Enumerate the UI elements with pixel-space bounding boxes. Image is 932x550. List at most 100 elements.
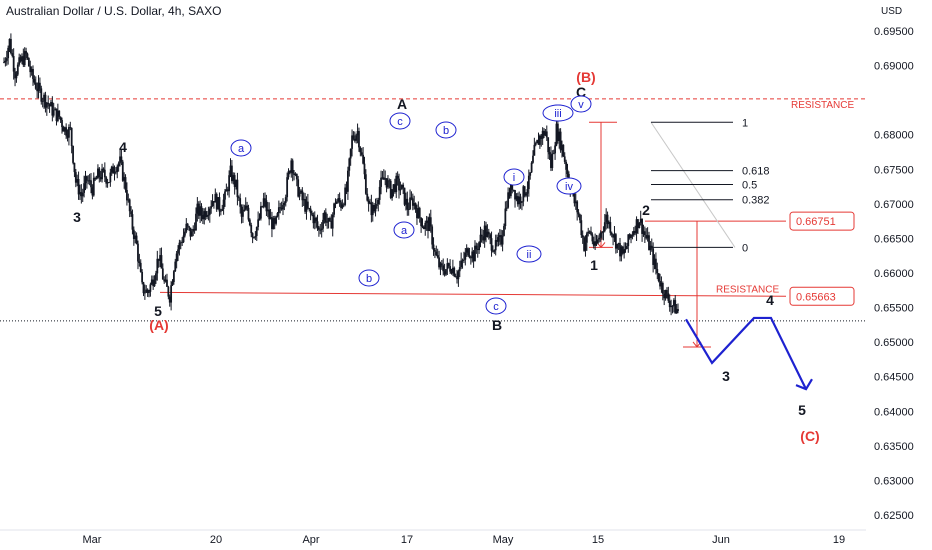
candle-body [382, 177, 385, 180]
candle-body [171, 282, 174, 286]
candle-body [634, 230, 637, 234]
candle-body [574, 201, 577, 204]
candle-body [652, 248, 655, 265]
candle-body [239, 198, 242, 207]
fib-level-label: 0.5 [742, 179, 757, 191]
candle-body [98, 168, 101, 178]
candle-body [311, 213, 313, 215]
fib-level-label: 0 [742, 242, 748, 254]
candle-body [177, 249, 179, 254]
candle-body [385, 178, 388, 188]
candle-body [287, 171, 290, 178]
candle-body [159, 255, 161, 261]
candle-body [576, 201, 579, 213]
candle-body [411, 198, 414, 206]
candle-body [598, 237, 601, 240]
candle-body [637, 219, 639, 228]
candle-body [114, 171, 117, 173]
resistance-label-lower: RESISTANCE [716, 284, 779, 295]
candle-body [428, 217, 431, 231]
candle-body [313, 217, 316, 224]
candle-body [32, 69, 34, 79]
candle-body [467, 248, 469, 256]
candle-body [395, 175, 398, 193]
candle-body [190, 231, 193, 237]
candle-body [143, 292, 146, 294]
candle-body [29, 66, 32, 73]
candle-body [403, 187, 406, 205]
candle-body [286, 177, 289, 198]
candle-body [163, 279, 166, 282]
wave-label-intermediate: 2 [642, 202, 650, 218]
candle-body [199, 206, 202, 216]
candle-body [445, 269, 447, 275]
candle-body [529, 172, 532, 176]
candle-body [214, 193, 217, 203]
wave-label-circle [230, 139, 252, 157]
candle-body [99, 177, 102, 180]
candle-body [503, 226, 505, 236]
candle-body [627, 234, 630, 247]
candle-body [84, 176, 87, 184]
candle-body [664, 290, 667, 299]
candle-body [584, 242, 587, 251]
candle-body [591, 234, 594, 242]
candle-body [373, 204, 376, 212]
candle-body [246, 205, 248, 208]
candle-body [525, 193, 527, 196]
wave-label-circle [542, 104, 574, 122]
candle-body [265, 200, 268, 212]
wave-label-minor: a [401, 225, 408, 237]
y-tick-label: 0.67000 [874, 199, 914, 211]
candle-body [137, 243, 139, 262]
candle-body [457, 271, 460, 280]
candle-body [486, 231, 489, 237]
candle-body [131, 214, 134, 230]
candle-body [251, 233, 254, 238]
candle-body [551, 153, 554, 168]
candle-body [533, 144, 536, 156]
x-tick-label: 19 [833, 534, 845, 546]
candle-body [335, 201, 338, 204]
candle-body [330, 220, 333, 229]
candle-body [188, 226, 190, 228]
candle-body [370, 202, 373, 216]
candle-body [304, 198, 306, 212]
candle-body [345, 187, 348, 192]
candle-body [264, 198, 266, 201]
candle-body [580, 220, 583, 236]
candle-body [268, 209, 271, 220]
candle-body [259, 206, 262, 219]
candle-body [73, 162, 76, 173]
candle-body [434, 249, 436, 252]
candle-body [561, 144, 563, 151]
candle-body [628, 234, 631, 238]
candle-body [135, 235, 138, 244]
candle-body [565, 161, 568, 170]
y-tick-label: 0.67500 [874, 164, 914, 176]
candle-body [474, 245, 476, 262]
candle-body [675, 309, 678, 314]
candle-body [439, 263, 442, 268]
candle-body [526, 189, 529, 194]
candle-body [435, 251, 438, 256]
candle-body [545, 131, 548, 138]
candle-body [226, 189, 229, 192]
candle-body [577, 212, 580, 215]
candle-body [179, 242, 182, 244]
candle-body [276, 213, 279, 217]
candle-body [418, 208, 421, 218]
candle-body [27, 58, 30, 67]
candle-body [541, 130, 544, 139]
x-tick-label: 20 [210, 534, 222, 546]
candle-body [342, 204, 345, 206]
candle-body [15, 74, 18, 79]
candle-body [197, 203, 200, 216]
candle-body [182, 235, 185, 243]
wave-label-circle [556, 177, 582, 195]
candle-body [581, 235, 584, 238]
candle-body [43, 94, 45, 102]
wave-label-intermediate: 1 [590, 257, 598, 273]
candle-body [612, 234, 614, 238]
